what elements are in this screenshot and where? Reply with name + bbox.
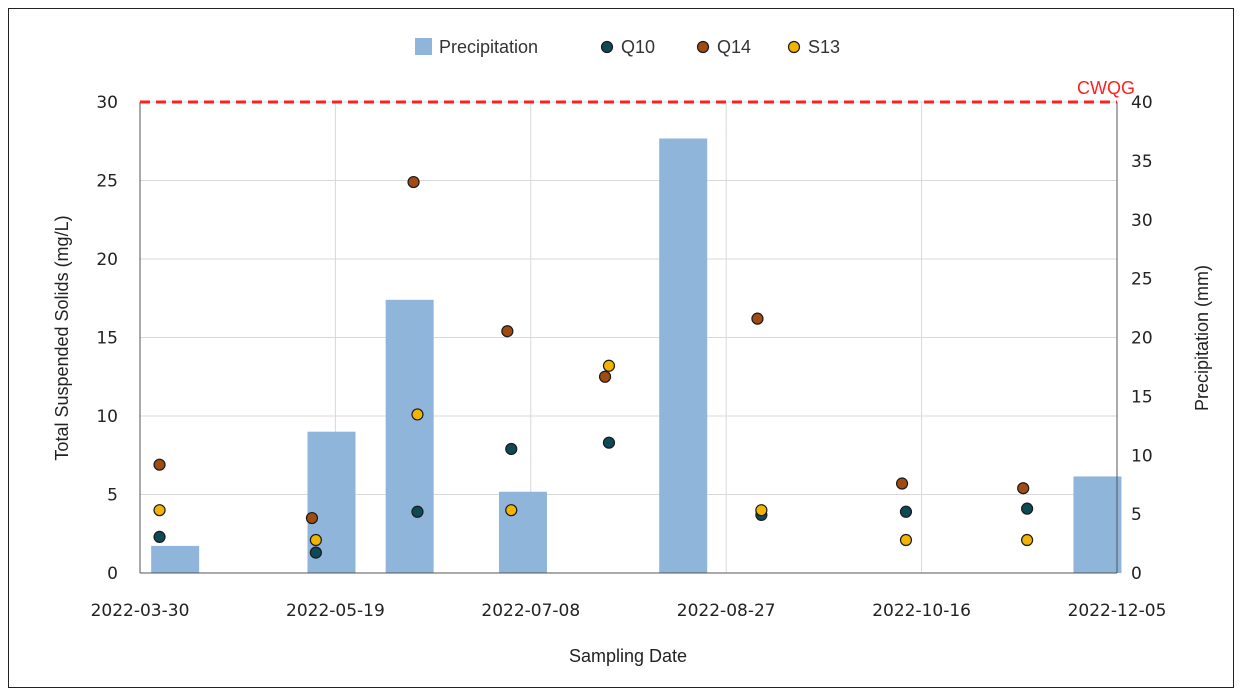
point-s13 <box>755 504 768 517</box>
y2-tick-label: 20 <box>1131 329 1153 349</box>
x-tick-label: 2022-08-27 <box>677 601 776 621</box>
precipitation-bars <box>151 138 1122 573</box>
legend-marker-q14 <box>696 40 710 54</box>
x-tick-label: 2022-03-30 <box>91 601 190 621</box>
y2-tick-label: 10 <box>1131 446 1153 466</box>
point-q14 <box>598 370 612 383</box>
point-q10 <box>899 505 913 518</box>
precipitation-bar <box>385 299 434 573</box>
y-tick-label: 10 <box>96 407 118 427</box>
point-q14 <box>305 511 319 525</box>
point-s13 <box>899 533 913 547</box>
y-axis-title: Total Suspended Solids (mg/L) <box>52 215 72 460</box>
point-q14 <box>895 477 909 490</box>
x-tick-label: 2022-10-16 <box>872 601 971 621</box>
point-q10 <box>411 505 424 518</box>
legend-label-precipitation: Precipitation <box>439 37 538 57</box>
reference-line-group: CWQG <box>140 78 1135 104</box>
legend-label-s13: S13 <box>808 37 840 57</box>
y-tick-label: 25 <box>96 172 118 192</box>
x-tick-label: 2022-07-08 <box>481 601 580 621</box>
x-axis-title: Sampling Date <box>569 646 687 666</box>
y2-tick-label: 35 <box>1131 152 1153 172</box>
point-s13 <box>1021 533 1034 547</box>
y2-tick-label: 30 <box>1131 211 1153 231</box>
legend-marker-s13 <box>787 40 801 54</box>
legend-marker-q10 <box>600 40 614 54</box>
y2-tick-label: 0 <box>1131 564 1142 584</box>
point-s13 <box>602 359 616 372</box>
y-tick-label: 15 <box>96 329 118 349</box>
point-q14 <box>407 175 420 189</box>
y2-tick-label: 40 <box>1131 93 1153 113</box>
y2-tick-label: 5 <box>1131 505 1142 525</box>
point-s13 <box>153 504 166 517</box>
y-tick-label: 30 <box>96 93 118 113</box>
legend: Precipitation Q10 Q14 S13 <box>415 37 840 57</box>
point-s13 <box>309 533 322 547</box>
tick-labels: 0 5 10 15 20 25 30 0 5 10 15 20 25 30 35 40 2022-03-30 20… <box>91 93 1167 621</box>
chart-frame <box>8 8 1234 688</box>
y2-tick-label: 25 <box>1131 270 1153 290</box>
point-q14 <box>1017 482 1030 495</box>
legend-swatch-precipitation <box>415 38 432 55</box>
axes <box>139 102 1118 574</box>
x-tick-label: 2022-12-05 <box>1068 601 1167 621</box>
point-q10 <box>1021 502 1034 515</box>
grid-lines <box>139 101 1118 574</box>
y2-axis-title: Precipitation (mm) <box>1192 265 1212 411</box>
point-q14 <box>501 325 514 338</box>
y-tick-label: 20 <box>96 250 118 270</box>
point-q14 <box>153 458 166 471</box>
precipitation-bar <box>659 138 708 573</box>
point-q10 <box>153 530 166 543</box>
y-tick-label: 0 <box>107 564 118 584</box>
y-tick-label: 5 <box>107 486 118 506</box>
point-s13 <box>505 504 518 517</box>
precipitation-bar <box>1073 476 1122 573</box>
point-q10 <box>602 436 616 449</box>
precipitation-bar <box>498 491 547 573</box>
point-s13 <box>411 408 424 421</box>
x-tick-label: 2022-05-19 <box>286 601 385 621</box>
point-q10 <box>505 442 518 456</box>
scatter-points <box>153 175 1034 559</box>
precipitation-bar <box>151 545 200 573</box>
legend-label-q10: Q10 <box>621 37 655 57</box>
point-q14 <box>751 312 764 325</box>
cwqg-label: CWQG <box>1077 78 1135 98</box>
legend-label-q14: Q14 <box>717 37 751 57</box>
point-q10 <box>309 546 322 559</box>
y2-tick-label: 15 <box>1131 387 1153 407</box>
